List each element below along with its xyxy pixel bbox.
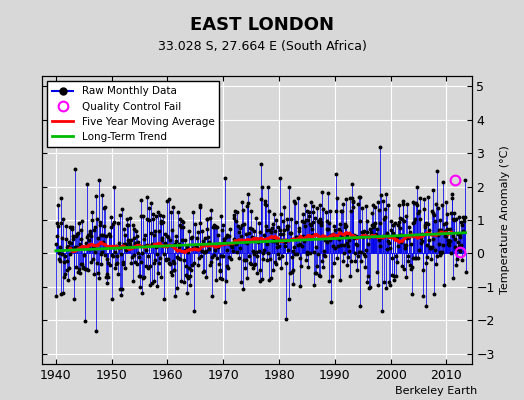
Text: Berkeley Earth: Berkeley Earth: [395, 386, 477, 396]
Text: 33.028 S, 27.664 E (South Africa): 33.028 S, 27.664 E (South Africa): [158, 40, 366, 53]
Legend: Raw Monthly Data, Quality Control Fail, Five Year Moving Average, Long-Term Tren: Raw Monthly Data, Quality Control Fail, …: [47, 81, 220, 147]
Text: EAST LONDON: EAST LONDON: [190, 16, 334, 34]
Y-axis label: Temperature Anomaly (°C): Temperature Anomaly (°C): [500, 146, 510, 294]
